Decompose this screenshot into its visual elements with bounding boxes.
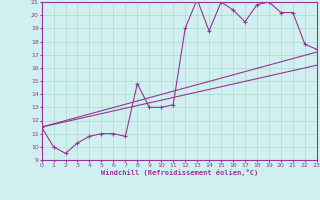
- X-axis label: Windchill (Refroidissement éolien,°C): Windchill (Refroidissement éolien,°C): [100, 169, 258, 176]
